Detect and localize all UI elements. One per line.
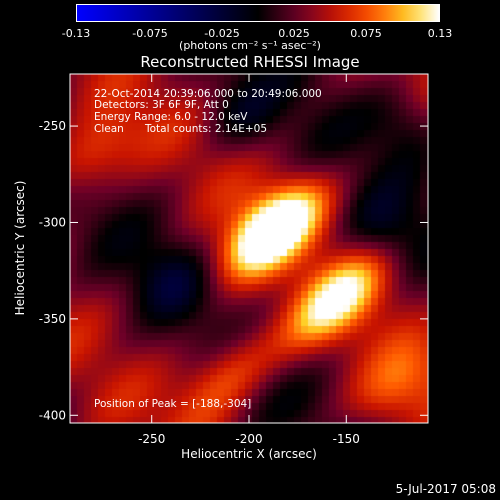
heatmap-image bbox=[70, 74, 428, 423]
y-tick-label: -350 bbox=[39, 312, 66, 326]
time-range-annotation: 22-Oct-2014 20:39:06.000 to 20:49:06.000 bbox=[94, 88, 322, 100]
colorbar-tick: -0.075 bbox=[132, 27, 168, 40]
x-tick-label: -150 bbox=[333, 432, 360, 446]
colorbar-tick: 0.075 bbox=[350, 27, 382, 40]
total-counts-annotation: Total counts: 2.14E+05 bbox=[145, 123, 268, 135]
y-tick-label: -250 bbox=[39, 119, 66, 133]
y-tick-label: -300 bbox=[39, 215, 66, 229]
x-axis-label: Heliocentric X (arcsec) bbox=[181, 447, 317, 461]
colorbar bbox=[76, 4, 440, 22]
colorbar-unit-label: (photons cm⁻² s⁻¹ asec⁻²) bbox=[179, 39, 321, 52]
colorbar-tick: -0.13 bbox=[61, 27, 91, 40]
x-tick-label: -250 bbox=[138, 432, 165, 446]
clean-annotation: Clean bbox=[94, 123, 124, 135]
plot-frame bbox=[69, 73, 429, 424]
detectors-annotation: Detectors: 3F 6F 9F, Att 0 bbox=[94, 99, 229, 111]
colorbar-tick: 0.025 bbox=[278, 27, 310, 40]
y-tick-label: -400 bbox=[39, 408, 66, 422]
energy-range-annotation: Energy Range: 6.0 - 12.0 keV bbox=[94, 111, 248, 123]
x-tick-label: -200 bbox=[235, 432, 262, 446]
peak-position-annotation: Position of Peak = [-188,-304] bbox=[94, 398, 252, 410]
chart-title: Reconstructed RHESSI Image bbox=[140, 53, 360, 71]
timestamp: 5-Jul-2017 05:08 bbox=[395, 482, 496, 496]
colorbar-tick: -0.025 bbox=[204, 27, 240, 40]
colorbar-tick: 0.13 bbox=[427, 27, 453, 40]
y-axis-label: Heliocentric Y (arcsec) bbox=[13, 181, 27, 316]
